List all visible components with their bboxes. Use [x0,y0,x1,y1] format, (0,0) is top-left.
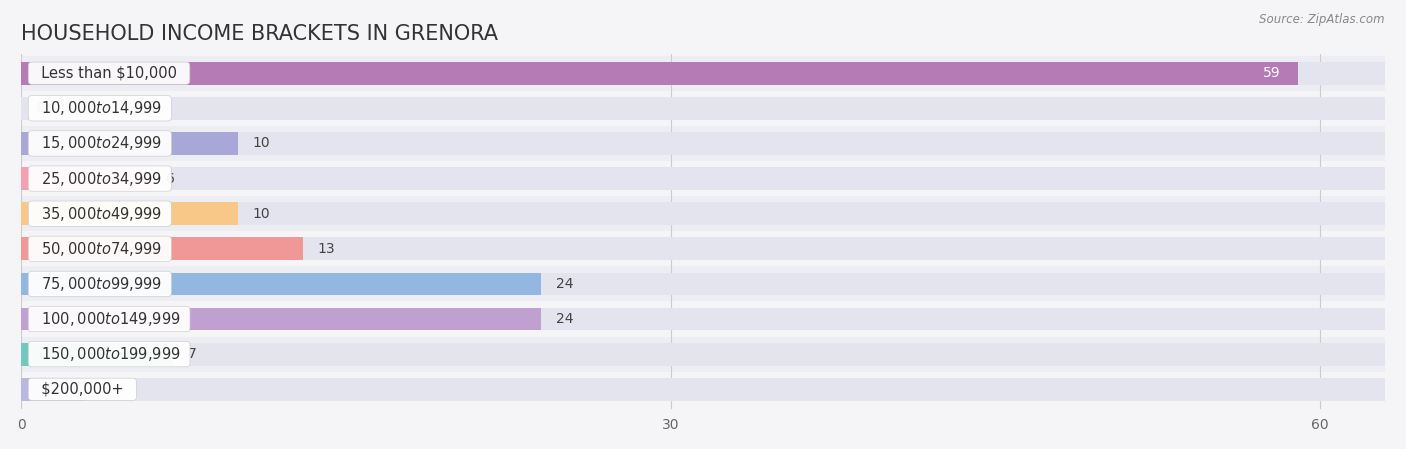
Bar [21,56,1385,91]
Bar [21,308,541,330]
Bar [21,202,1385,225]
Bar [21,343,1385,365]
Bar [21,126,1385,161]
Bar [21,91,1385,126]
Text: 10: 10 [253,207,270,220]
Bar [21,132,1385,155]
Text: $150,000 to $199,999: $150,000 to $199,999 [32,345,187,363]
Bar [21,372,1385,407]
Text: HOUSEHOLD INCOME BRACKETS IN GRENORA: HOUSEHOLD INCOME BRACKETS IN GRENORA [21,24,498,44]
Text: $100,000 to $149,999: $100,000 to $149,999 [32,310,187,328]
Bar [21,97,1385,120]
Text: Less than $10,000: Less than $10,000 [32,66,186,81]
Bar [21,238,1385,260]
Bar [21,231,1385,266]
Bar [21,238,302,260]
Bar [21,273,541,295]
Text: $200,000+: $200,000+ [32,382,132,397]
Bar [21,308,1385,330]
Text: $75,000 to $99,999: $75,000 to $99,999 [32,275,167,293]
Bar [21,273,1385,295]
Text: $10,000 to $14,999: $10,000 to $14,999 [32,99,167,117]
Text: 6: 6 [166,172,174,185]
Text: 59: 59 [1264,66,1281,80]
Text: 3: 3 [101,382,110,396]
Bar [21,378,86,401]
Text: $25,000 to $34,999: $25,000 to $34,999 [32,170,167,188]
Text: 24: 24 [555,312,574,326]
Bar [21,62,1385,84]
Text: 13: 13 [318,242,335,256]
Bar [21,301,1385,337]
Bar [21,337,1385,372]
Text: 0: 0 [37,101,45,115]
Text: 10: 10 [253,136,270,150]
Text: $50,000 to $74,999: $50,000 to $74,999 [32,240,167,258]
Bar [21,196,1385,231]
Text: $15,000 to $24,999: $15,000 to $24,999 [32,134,167,152]
Bar [21,161,1385,196]
Text: $35,000 to $49,999: $35,000 to $49,999 [32,205,167,223]
Text: Source: ZipAtlas.com: Source: ZipAtlas.com [1260,13,1385,26]
Text: 7: 7 [188,347,197,361]
Bar [21,266,1385,301]
Bar [21,132,238,155]
Bar [21,343,173,365]
Bar [21,62,1298,84]
Bar [21,167,1385,190]
Bar [21,167,150,190]
Bar [21,202,238,225]
Text: 24: 24 [555,277,574,291]
Bar [21,378,1385,401]
